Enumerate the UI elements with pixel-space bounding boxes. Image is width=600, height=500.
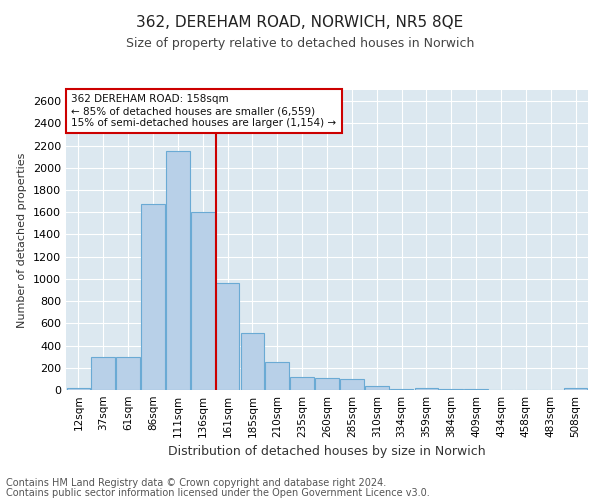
Text: Contains public sector information licensed under the Open Government Licence v3: Contains public sector information licen… (6, 488, 430, 498)
Bar (365, 386, 389, 390)
Bar (241, 334, 264, 390)
Y-axis label: Number of detached properties: Number of detached properties (17, 152, 28, 328)
Bar (415, 388, 438, 390)
Bar (191, 212, 215, 390)
Bar (166, 151, 190, 390)
Text: Size of property relative to detached houses in Norwich: Size of property relative to detached ho… (126, 38, 474, 51)
Text: 362 DEREHAM ROAD: 158sqm
← 85% of detached houses are smaller (6,559)
15% of sem: 362 DEREHAM ROAD: 158sqm ← 85% of detach… (71, 94, 337, 128)
Bar (141, 204, 165, 390)
Bar (91, 356, 115, 390)
Text: 362, DEREHAM ROAD, NORWICH, NR5 8QE: 362, DEREHAM ROAD, NORWICH, NR5 8QE (136, 15, 464, 30)
Bar (290, 376, 314, 390)
Bar (265, 362, 289, 390)
Bar (564, 388, 587, 390)
Bar (315, 378, 339, 390)
X-axis label: Distribution of detached houses by size in Norwich: Distribution of detached houses by size … (168, 446, 486, 458)
Bar (464, 389, 488, 390)
Text: Contains HM Land Registry data © Crown copyright and database right 2024.: Contains HM Land Registry data © Crown c… (6, 478, 386, 488)
Bar (116, 356, 140, 390)
Bar (340, 379, 364, 390)
Bar (67, 388, 90, 390)
Bar (216, 284, 239, 390)
